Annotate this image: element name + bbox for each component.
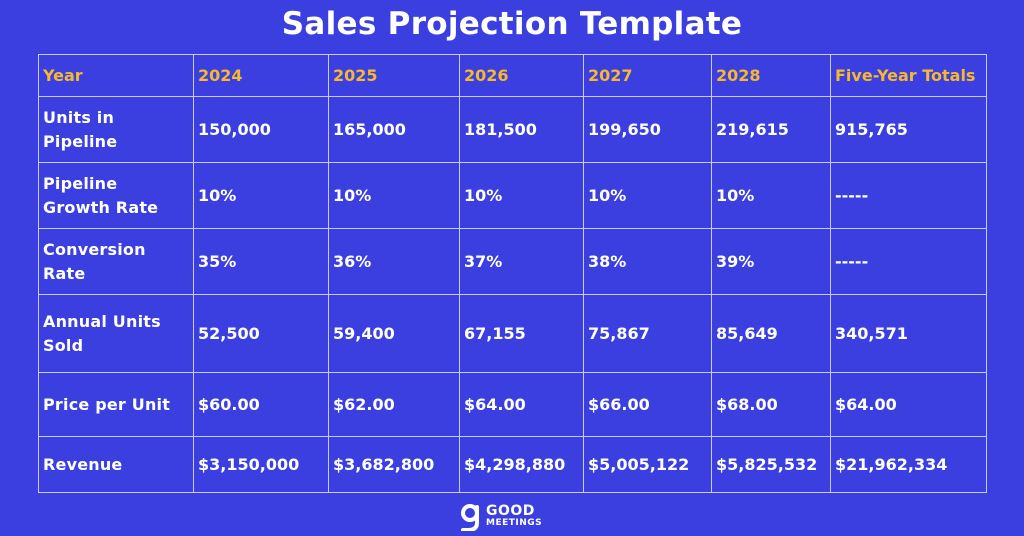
table-cell: $62.00 bbox=[328, 372, 460, 437]
table-cell: 181,500 bbox=[459, 96, 584, 163]
table-cell: $5,825,532 bbox=[711, 436, 831, 493]
row-label-pipeline-growth-rate: Pipeline Growth Rate bbox=[38, 162, 194, 229]
table-cell: 39% bbox=[711, 228, 831, 295]
logo-wordmark: GOOD MEETINGS bbox=[486, 504, 542, 529]
logo-text-good: GOOD bbox=[486, 503, 535, 519]
table-cell: $64.00 bbox=[830, 372, 987, 437]
table-cell: $4,298,880 bbox=[459, 436, 584, 493]
header-cell-five-year-totals: Five-Year Totals bbox=[830, 54, 987, 97]
row-label-conversion-rate: Conversion Rate bbox=[38, 228, 194, 295]
table-cell: 219,615 bbox=[711, 96, 831, 163]
header-cell-2025: 2025 bbox=[328, 54, 460, 97]
table-cell: $60.00 bbox=[193, 372, 329, 437]
table-cell: 10% bbox=[193, 162, 329, 229]
row-label-units-in-pipeline: Units in Pipeline bbox=[38, 96, 194, 163]
header-cell-2028: 2028 bbox=[711, 54, 831, 97]
table-row: Revenue $3,150,000 $3,682,800 $4,298,880… bbox=[38, 436, 987, 493]
row-label-revenue: Revenue bbox=[38, 436, 194, 493]
table-cell: $3,682,800 bbox=[328, 436, 460, 493]
table-cell: 10% bbox=[583, 162, 712, 229]
page-title: Sales Projection Template bbox=[281, 6, 743, 42]
table-cell: 59,400 bbox=[328, 294, 460, 373]
table-cell: 38% bbox=[583, 228, 712, 295]
table-cell: $64.00 bbox=[459, 372, 584, 437]
table-cell: 85,649 bbox=[711, 294, 831, 373]
table-cell: 10% bbox=[711, 162, 831, 229]
table-cell: $21,962,334 bbox=[830, 436, 987, 493]
header-cell-year: Year bbox=[38, 54, 194, 97]
table-cell: 36% bbox=[328, 228, 460, 295]
table-row: Price per Unit $60.00 $62.00 $64.00 $66.… bbox=[38, 372, 987, 437]
table-cell: 75,867 bbox=[583, 294, 712, 373]
good-meetings-g-icon bbox=[461, 504, 479, 531]
table-row: Annual Units Sold 52,500 59,400 67,155 7… bbox=[38, 294, 987, 373]
table-cell: 150,000 bbox=[193, 96, 329, 163]
table-cell: 52,500 bbox=[193, 294, 329, 373]
header-cell-2027: 2027 bbox=[583, 54, 712, 97]
table-cell: 340,571 bbox=[830, 294, 987, 373]
table-cell: $66.00 bbox=[583, 372, 712, 437]
table-cell: 67,155 bbox=[459, 294, 584, 373]
table-cell: $68.00 bbox=[711, 372, 831, 437]
table-cell: ----- bbox=[830, 162, 987, 229]
table-row: Pipeline Growth Rate 10% 10% 10% 10% 10%… bbox=[38, 162, 987, 229]
table-cell: ----- bbox=[830, 228, 987, 295]
table-header-row: Year 2024 2025 2026 2027 2028 Five-Year … bbox=[38, 54, 987, 97]
row-label-price-per-unit: Price per Unit bbox=[38, 372, 194, 437]
table-row: Conversion Rate 35% 36% 37% 38% 39% ----… bbox=[38, 228, 987, 295]
table-cell: 10% bbox=[328, 162, 460, 229]
table-cell: 915,765 bbox=[830, 96, 987, 163]
header-cell-2024: 2024 bbox=[193, 54, 329, 97]
header-cell-2026: 2026 bbox=[459, 54, 584, 97]
table-cell: 37% bbox=[459, 228, 584, 295]
good-meetings-logo: GOOD MEETINGS bbox=[460, 503, 580, 531]
table-cell: 199,650 bbox=[583, 96, 712, 163]
table-cell: 35% bbox=[193, 228, 329, 295]
logo-text-meetings: MEETINGS bbox=[486, 518, 543, 528]
table-cell: $5,005,122 bbox=[583, 436, 712, 493]
sales-projection-table: Year 2024 2025 2026 2027 2028 Five-Year … bbox=[38, 54, 987, 493]
table-cell: 165,000 bbox=[328, 96, 460, 163]
table-row: Units in Pipeline 150,000 165,000 181,50… bbox=[38, 96, 987, 163]
table-cell: 10% bbox=[459, 162, 584, 229]
table-cell: $3,150,000 bbox=[193, 436, 329, 493]
row-label-annual-units-sold: Annual Units Sold bbox=[38, 294, 194, 373]
